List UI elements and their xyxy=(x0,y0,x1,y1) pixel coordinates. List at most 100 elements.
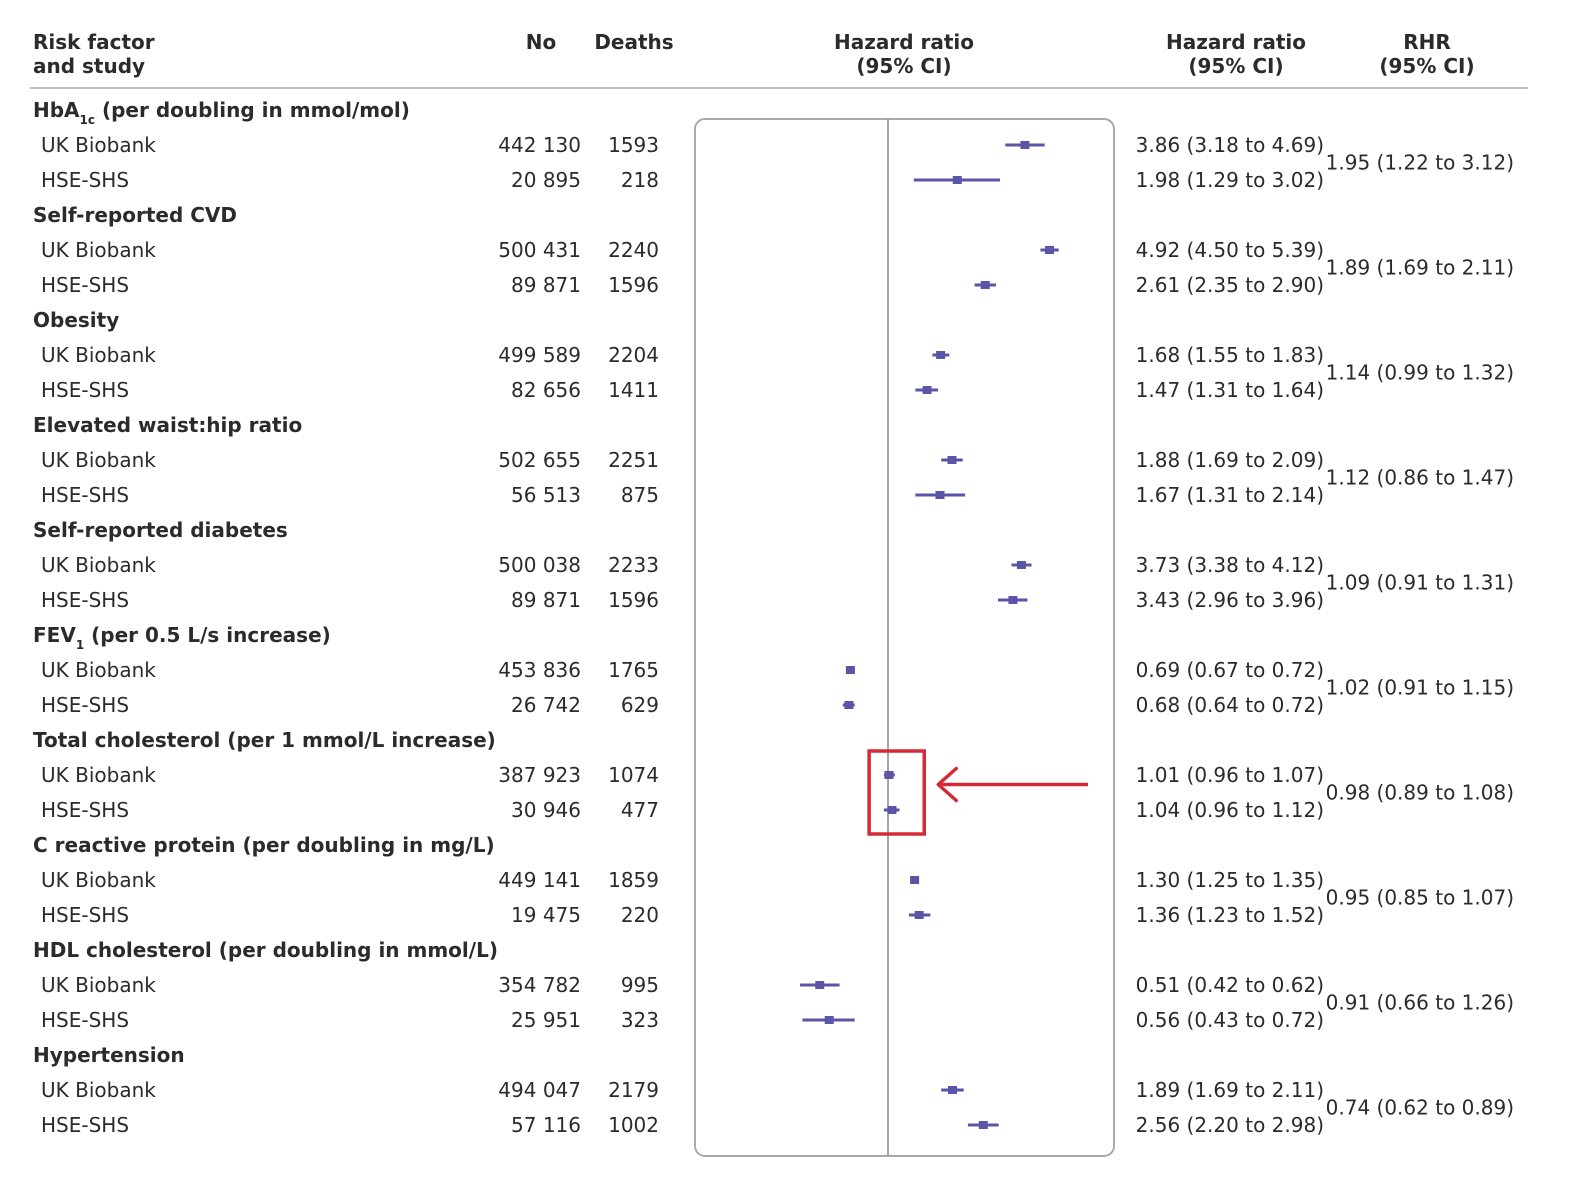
point-estimate-marker xyxy=(884,771,894,779)
header-risk-factor-line2: and study xyxy=(33,54,145,78)
study-label: UK Biobank xyxy=(41,763,156,787)
point-estimate-marker xyxy=(1016,561,1026,569)
study-label: HSE-SHS xyxy=(41,903,129,927)
group-label-main: Total cholesterol (per 1 mmol/L increase… xyxy=(33,728,496,752)
participants-count: 499 589 xyxy=(498,343,581,367)
header-plot-line1: Hazard ratio xyxy=(834,30,974,54)
rhr-value: 0.91 (0.66 to 1.26) xyxy=(1326,991,1514,1015)
group-label-main: Self-reported diabetes xyxy=(33,518,288,542)
point-estimate-marker xyxy=(1008,596,1018,604)
deaths-count: 1593 xyxy=(608,133,659,157)
study-label: UK Biobank xyxy=(41,553,156,577)
deaths-count: 220 xyxy=(621,903,659,927)
point-estimate-marker xyxy=(1020,141,1030,149)
point-estimate-marker xyxy=(914,911,924,919)
hazard-ratio-text: 0.56 (0.43 to 0.72) xyxy=(1136,1008,1324,1032)
study-label: HSE-SHS xyxy=(41,1008,129,1032)
study-label: UK Biobank xyxy=(41,448,156,472)
group-label: Elevated waist:hip ratio xyxy=(33,413,302,437)
header-plot-line2: (95% CI) xyxy=(856,54,951,78)
participants-count: 89 871 xyxy=(511,273,581,297)
table-body: HbA1c (per doubling in mmol/mol) UK Bioba… xyxy=(33,98,1514,1137)
deaths-count: 323 xyxy=(621,1008,659,1032)
header-deaths: Deaths xyxy=(594,30,673,54)
point-estimate-marker xyxy=(824,1016,834,1024)
point-estimate-marker xyxy=(887,806,897,814)
participants-count: 20 895 xyxy=(511,168,581,192)
hazard-ratio-text: 1.67 (1.31 to 2.14) xyxy=(1136,483,1324,507)
group-label: HDL cholesterol (per doubling in mmol/L) xyxy=(33,938,498,962)
hazard-ratio-text: 1.47 (1.31 to 1.64) xyxy=(1136,378,1324,402)
participants-count: 82 656 xyxy=(511,378,581,402)
point-estimate-marker xyxy=(980,281,990,289)
hazard-ratio-text: 0.69 (0.67 to 0.72) xyxy=(1136,658,1324,682)
point-estimate-marker xyxy=(978,1121,988,1129)
point-estimate-marker xyxy=(815,981,825,989)
participants-count: 449 141 xyxy=(498,868,581,892)
study-label: UK Biobank xyxy=(41,973,156,997)
hazard-ratio-text: 3.73 (3.38 to 4.12) xyxy=(1136,553,1324,577)
hazard-ratio-text: 3.86 (3.18 to 4.69) xyxy=(1136,133,1324,157)
point-estimate-marker xyxy=(948,1086,958,1094)
header-hr-line1: Hazard ratio xyxy=(1166,30,1306,54)
group-label-main: Hypertension xyxy=(33,1043,185,1067)
rhr-value: 0.74 (0.62 to 0.89) xyxy=(1326,1096,1514,1120)
rhr-value: 1.09 (0.91 to 1.31) xyxy=(1326,571,1514,595)
plot-panel-frame xyxy=(694,118,1115,1157)
hazard-ratio-text: 1.88 (1.69 to 2.09) xyxy=(1136,448,1324,472)
participants-count: 19 475 xyxy=(511,903,581,927)
group-label: HbA1c (per doubling in mmol/mol) xyxy=(33,98,410,127)
group-label-rest: (per 0.5 L/s increase) xyxy=(84,623,331,647)
group-label-subscript: 1c xyxy=(80,113,95,127)
point-estimate-marker xyxy=(910,876,920,884)
participants-count: 453 836 xyxy=(498,658,581,682)
group-label: C reactive protein (per doubling in mg/L… xyxy=(33,833,495,857)
study-label: HSE-SHS xyxy=(41,273,129,297)
hazard-ratio-text: 1.30 (1.25 to 1.35) xyxy=(1136,868,1324,892)
hazard-ratio-text: 4.92 (4.50 to 5.39) xyxy=(1136,238,1324,262)
header-rhr-line1: RHR xyxy=(1403,30,1451,54)
group-label-subscript: 1 xyxy=(76,638,84,652)
deaths-count: 477 xyxy=(621,798,659,822)
highlight-annotation xyxy=(867,749,1088,836)
study-label: HSE-SHS xyxy=(41,1113,129,1137)
participants-count: 500 038 xyxy=(498,553,581,577)
group-label: Hypertension xyxy=(33,1043,185,1067)
deaths-count: 875 xyxy=(621,483,659,507)
group-label-main: HbA xyxy=(33,98,80,122)
study-label: UK Biobank xyxy=(41,238,156,262)
participants-count: 56 513 xyxy=(511,483,581,507)
header-no: No xyxy=(526,30,556,54)
deaths-count: 2251 xyxy=(608,448,659,472)
deaths-count: 1596 xyxy=(608,588,659,612)
deaths-count: 1765 xyxy=(608,658,659,682)
hazard-ratio-text: 0.51 (0.42 to 0.62) xyxy=(1136,973,1324,997)
hazard-ratio-text: 1.68 (1.55 to 1.83) xyxy=(1136,343,1324,367)
deaths-count: 2204 xyxy=(608,343,659,367)
highlight-box xyxy=(867,749,927,836)
hazard-ratio-text: 2.56 (2.20 to 2.98) xyxy=(1136,1113,1324,1137)
hazard-ratio-text: 0.68 (0.64 to 0.72) xyxy=(1136,693,1324,717)
rhr-value: 1.12 (0.86 to 1.47) xyxy=(1326,466,1514,490)
group-label-rest: (per doubling in mmol/mol) xyxy=(95,98,410,122)
plot-marks xyxy=(800,141,1059,1129)
group-label-main: FEV xyxy=(33,623,76,647)
study-label: UK Biobank xyxy=(41,133,156,157)
rhr-value: 1.02 (0.91 to 1.15) xyxy=(1326,676,1514,700)
deaths-count: 218 xyxy=(621,168,659,192)
deaths-count: 1002 xyxy=(608,1113,659,1137)
highlight-arrow-head xyxy=(936,766,959,803)
group-label: Obesity xyxy=(33,308,119,332)
deaths-count: 2240 xyxy=(608,238,659,262)
point-estimate-marker xyxy=(952,176,962,184)
deaths-count: 2179 xyxy=(608,1078,659,1102)
hazard-ratio-text: 1.89 (1.69 to 2.11) xyxy=(1136,1078,1324,1102)
study-label: UK Biobank xyxy=(41,658,156,682)
deaths-count: 629 xyxy=(621,693,659,717)
study-label: UK Biobank xyxy=(41,343,156,367)
group-label: Total cholesterol (per 1 mmol/L increase… xyxy=(33,728,496,752)
study-label: HSE-SHS xyxy=(41,798,129,822)
study-label: UK Biobank xyxy=(41,1078,156,1102)
group-label-main: HDL cholesterol (per doubling in mmol/L) xyxy=(33,938,498,962)
